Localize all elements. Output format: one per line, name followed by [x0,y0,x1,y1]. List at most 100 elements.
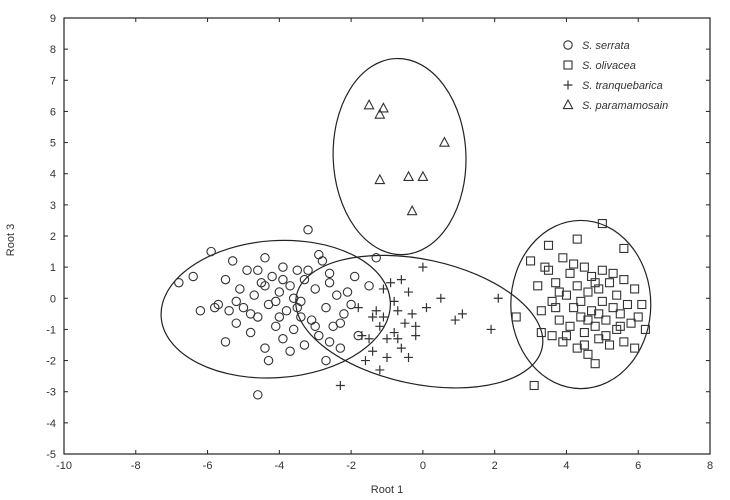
data-point-s-serrata [324,277,335,288]
data-point-s-serrata [245,309,256,319]
y-tick-label: -5 [46,449,56,461]
data-point-s-olivacea [594,309,604,319]
data-point-s-tranquebarica [404,287,414,297]
data-point-s-olivacea [572,234,582,244]
data-point-s-serrata [235,284,245,294]
data-point-s-tranquebarica [360,356,370,366]
data-point-s-serrata [260,343,270,353]
data-point-s-serrata [364,281,374,291]
series-s-paramamosain [363,99,450,216]
data-point-s-serrata [278,262,288,272]
data-point-s-serrata [227,256,238,266]
data-point-s-olivacea [594,334,604,344]
data-point-s-serrata [310,321,320,332]
x-tick-label: -4 [274,460,284,472]
data-point-s-tranquebarica [375,321,385,331]
data-point-s-tranquebarica [382,334,392,344]
legend-label: S. serrata [582,40,630,52]
data-point-s-tranquebarica [457,309,467,319]
data-point-s-paramamosain [374,108,386,119]
data-point-s-serrata [274,312,285,322]
data-point-s-tranquebarica [411,331,421,341]
data-point-s-tranquebarica [389,296,399,306]
data-point-s-olivacea [572,281,582,291]
data-point-s-tranquebarica [368,312,378,322]
data-point-s-serrata [253,390,263,400]
data-point-s-serrata [188,271,198,282]
data-point-s-serrata [220,274,231,285]
data-point-s-tranquebarica [421,303,431,313]
data-point-s-serrata [260,253,270,263]
data-point-s-serrata [321,302,331,313]
y-tick-label: 3 [50,200,56,212]
data-point-s-olivacea [576,312,586,322]
y-tick-label: -1 [46,324,56,336]
data-point-s-serrata [288,324,299,335]
data-point-s-serrata [274,287,285,297]
data-point-s-paramamosain [403,170,415,181]
data-point-s-olivacea [551,278,561,288]
data-point-s-serrata [267,271,277,282]
data-point-s-olivacea [640,324,650,334]
data-point-s-olivacea [608,303,618,313]
data-point-s-serrata [335,343,346,353]
data-point-s-serrata [231,318,242,328]
data-point-s-tranquebarica [378,312,388,322]
data-point-s-serrata [278,274,288,285]
data-point-s-serrata [339,309,349,319]
legend-label: S. tranquebarica [582,80,663,92]
legend-entry-s-tranquebarica: S. tranquebarica [563,80,663,92]
data-point-s-olivacea [583,349,593,359]
data-point-s-serrata [270,296,281,307]
data-point-s-tranquebarica [393,334,403,344]
x-tick-label: 4 [563,460,569,472]
data-point-s-olivacea [597,265,607,275]
data-point-s-serrata [324,268,335,279]
data-point-s-olivacea [511,312,521,322]
data-point-s-tranquebarica [368,346,378,356]
data-point-s-serrata [314,249,324,260]
data-point-s-serrata [256,277,267,288]
data-point-s-olivacea [551,303,561,313]
data-point-s-serrata [174,277,184,288]
legend-marker-s-tranquebarica [563,80,573,90]
data-point-s-olivacea [526,256,536,266]
data-point-s-olivacea [587,306,597,316]
data-point-s-olivacea [569,303,579,313]
data-point-s-olivacea [608,268,618,278]
x-tick-label: -8 [131,460,141,472]
data-point-s-olivacea [579,327,589,338]
data-point-s-serrata [285,346,295,356]
data-point-s-serrata [263,355,274,366]
data-point-s-olivacea [601,331,611,341]
y-tick-label: 8 [50,44,56,56]
data-point-s-serrata [213,299,224,310]
data-point-s-serrata [306,315,317,325]
series-s-tranquebarica [335,262,503,390]
data-point-s-serrata [195,305,206,316]
data-point-s-tranquebarica [375,365,385,375]
legend-marker-s-olivacea [563,60,573,70]
data-point-s-serrata [342,287,353,297]
data-point-s-serrata [292,265,303,276]
y-tick-label: -2 [46,356,56,368]
legend-entry-s-serrata: S. serrata [563,40,630,52]
data-point-s-olivacea [583,287,593,297]
data-point-s-olivacea [540,262,550,272]
data-point-s-olivacea [579,340,589,350]
data-point-s-serrata [209,302,220,313]
data-point-s-serrata [270,321,281,332]
data-point-s-paramamosain [417,170,429,181]
data-point-s-tranquebarica [436,293,446,303]
data-point-s-serrata [220,337,231,347]
y-tick-label: 1 [50,262,56,274]
data-point-s-serrata [321,355,331,366]
data-point-s-olivacea [565,268,575,278]
data-point-s-tranquebarica [335,380,345,390]
data-point-s-serrata [335,318,346,328]
data-point-s-tranquebarica [411,321,421,331]
data-point-s-olivacea [572,343,582,353]
x-tick-label: 0 [420,460,426,472]
y-tick-label: -4 [46,418,56,430]
y-tick-label: 9 [50,13,56,25]
